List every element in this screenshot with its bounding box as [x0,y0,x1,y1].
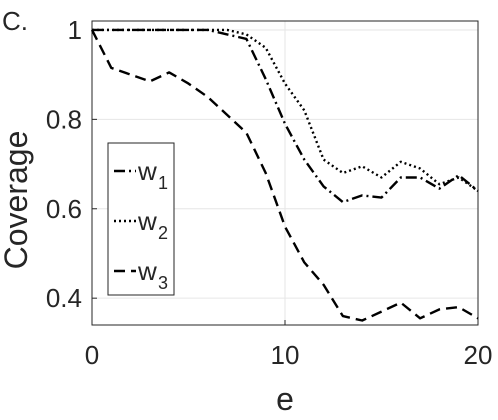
legend-subscript: 2 [158,223,168,243]
legend-box [107,142,175,296]
legend-subscript: 1 [158,173,168,193]
y-axis-label: Coverage [0,131,34,270]
x-tick-label: 0 [85,340,99,370]
y-tick-label: 0.4 [46,283,82,313]
y-tick-label: 0.8 [46,104,82,134]
x-tick-label: 10 [271,340,300,370]
tick-labels: 0 10 20 0.4 0.6 0.8 1 [46,15,493,370]
legend: w 1w 2w 3 [107,142,175,296]
legend-entry: w [137,156,157,186]
panel-label: C. [2,6,28,36]
series-line-w3 [90,29,479,322]
series-lines [90,28,479,322]
series-line-w1 [92,28,479,204]
y-tick-label: 0.6 [46,194,82,224]
y-tick-label: 1 [68,15,82,45]
legend-subscript: 3 [158,273,168,293]
legend-entry: w [137,256,157,286]
x-tick-label: 20 [464,340,493,370]
x-axis-label: e [276,381,294,415]
legend-entry: w [137,206,157,236]
